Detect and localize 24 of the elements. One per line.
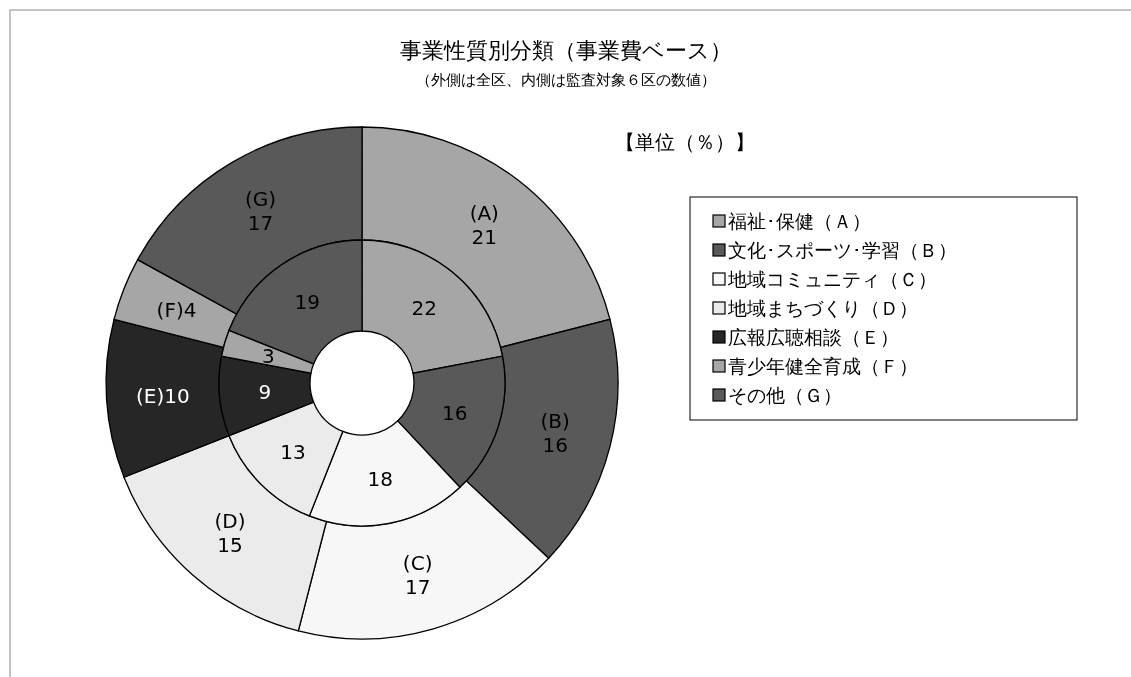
legend-label: その他（Ｇ）: [728, 384, 842, 406]
data-label: 19: [294, 290, 320, 315]
data-label: 13: [280, 439, 306, 464]
chart-subtitle: （外側は全区、内側は監査対象６区の数値）: [416, 71, 716, 89]
chart-title: 事業性質別分類（事業費ベース）: [400, 37, 732, 63]
data-label: (B) 16: [540, 408, 570, 457]
data-label: (D) 15: [214, 508, 246, 557]
legend-label: 福祉･保健（Ａ）: [728, 210, 871, 232]
data-label: 3: [262, 343, 275, 368]
data-label: (C) 17: [402, 550, 433, 599]
legend-label: 文化･スポーツ･学習（Ｂ）: [728, 239, 957, 261]
legend-label: 地域まちづくり（Ｄ）: [727, 297, 918, 319]
data-label: 18: [367, 466, 393, 491]
text: 【単位（％）】: [615, 130, 755, 154]
data-label: (E)10: [136, 383, 190, 408]
data-label: 22: [411, 295, 437, 320]
data-label: (A) 21: [469, 201, 499, 250]
data-label: 16: [442, 401, 468, 426]
legend-label: 広報広聴相談（Ｅ）: [728, 326, 899, 348]
data-label: (G) 17: [244, 187, 276, 236]
legend-label: 青少年健全育成（Ｆ）: [728, 355, 918, 377]
data-label: (F)4: [156, 297, 197, 322]
legend-label: 地域コミュニティ（Ｃ）: [727, 268, 937, 290]
data-label: 9: [258, 380, 272, 405]
